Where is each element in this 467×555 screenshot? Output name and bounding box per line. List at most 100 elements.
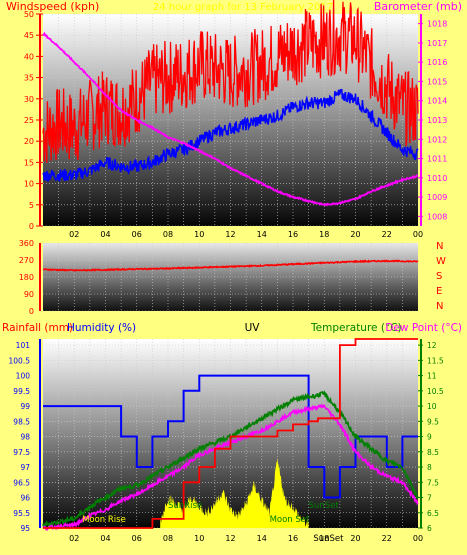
annotation-label: SunSet — [313, 534, 344, 544]
wind-gust-line — [42, 0, 419, 163]
y-tick-label-left: 5 — [29, 201, 34, 210]
y-tick-label-right: 1018 — [427, 20, 447, 29]
x-tick-label: 14 — [257, 230, 267, 239]
y-tick-label-left: 95.5 — [13, 509, 30, 518]
y-tick-label-left: 35 — [24, 74, 34, 83]
x-tick-label: 06 — [132, 534, 142, 543]
annotation-label: SunSet — [309, 501, 340, 511]
x-tick-label: 22 — [382, 534, 392, 543]
wind-avg-line — [42, 88, 419, 182]
y-tick-label-right: 1009 — [427, 193, 447, 202]
y-tick-label-right: 1010 — [427, 174, 447, 183]
y-tick-label-left: 96 — [20, 494, 30, 503]
y-tick-label-left: 97 — [20, 463, 30, 472]
x-tick-label: 00 — [413, 534, 423, 543]
x-tick-label: 02 — [69, 534, 79, 543]
x-tick-label: 12 — [225, 534, 235, 543]
y-tick-label-left: 100 — [16, 372, 31, 381]
humidity-line — [43, 374, 418, 499]
y-tick-label-right: 1015 — [427, 77, 447, 86]
annotation-label: Moon Set — [270, 515, 310, 525]
wind-title: Windspeed (kph) — [6, 0, 99, 13]
y-tick-label-left: 360 — [19, 239, 34, 248]
y-tick-label-left: 40 — [24, 52, 34, 61]
x-tick-label: 14 — [257, 534, 267, 543]
y-tick-label-left: 20 — [24, 137, 34, 146]
x-tick-label: 08 — [163, 230, 173, 239]
y-tick-label-right: 1014 — [427, 97, 447, 106]
y-tick-label-right: 10 — [427, 402, 437, 411]
y-tick-label-left: 99 — [20, 402, 30, 411]
y-tick-label-right: 12 — [427, 341, 437, 350]
y-tick-label-left: 96.5 — [13, 478, 30, 487]
wind-direction-line — [42, 259, 419, 273]
compass-label: E — [436, 286, 442, 297]
x-tick-label: 06 — [132, 230, 142, 239]
compass-label: N — [436, 301, 443, 312]
y-tick-label-right: 8 — [427, 463, 432, 472]
rainfall-title: Rainfall (mm) — [2, 322, 73, 334]
y-tick-label-left: 50 — [24, 10, 34, 19]
y-tick-label-left: 101 — [16, 341, 31, 350]
x-tick-label: 02 — [69, 230, 79, 239]
y-tick-label-left: 98.5 — [13, 417, 30, 426]
x-tick-label: 16 — [288, 230, 298, 239]
x-tick-label: 00 — [413, 230, 423, 239]
x-tick-label: 20 — [350, 534, 360, 543]
compass-label: S — [436, 271, 442, 282]
x-tick-label: 12 — [225, 230, 235, 239]
y-tick-label-right: 11.5 — [427, 356, 444, 365]
barometer-title: Barometer (mb) — [374, 0, 462, 13]
temperature-title: Temperature (°C) — [310, 322, 402, 334]
y-tick-label-right: 8.5 — [427, 448, 439, 457]
y-tick-label-left: 45 — [24, 31, 34, 40]
annotation-label: Moon Rise — [82, 515, 126, 525]
y-tick-label-left: 270 — [19, 256, 34, 265]
y-tick-label-right: 1012 — [427, 135, 447, 144]
y-tick-label-right: 1008 — [427, 212, 447, 221]
y-tick-label-right: 9 — [427, 433, 432, 442]
y-tick-label-right: 1017 — [427, 39, 447, 48]
y-tick-label-left: 0 — [29, 222, 34, 231]
y-tick-label-right: 1013 — [427, 116, 447, 125]
x-tick-label: 10 — [194, 534, 204, 543]
y-tick-label-left: 97.5 — [13, 448, 30, 457]
y-tick-label-right: 6.5 — [427, 509, 439, 518]
y-tick-label-left: 98 — [20, 433, 30, 442]
y-tick-label-left: 15 — [24, 158, 34, 167]
y-tick-label-right: 11 — [427, 372, 437, 381]
humidity-title: Humidity (%) — [67, 322, 136, 334]
uv-area — [160, 458, 309, 528]
y-tick-label-right: 9.5 — [427, 417, 439, 426]
x-tick-label: 04 — [100, 230, 110, 239]
x-tick-label: 18 — [319, 230, 329, 239]
y-tick-label-right: 7 — [427, 494, 432, 503]
y-tick-label-left: 25 — [24, 116, 34, 125]
y-tick-label-left: 10 — [24, 180, 34, 189]
uv-title: UV — [245, 322, 261, 334]
y-tick-label-left: 100.5 — [9, 356, 31, 365]
y-tick-label-right: 1011 — [427, 155, 447, 164]
x-tick-label: 08 — [163, 534, 173, 543]
x-tick-label: 16 — [288, 534, 298, 543]
y-tick-label-left: 95 — [20, 524, 30, 533]
y-tick-label-left: 90 — [24, 290, 34, 299]
compass-label: N — [436, 241, 443, 252]
x-tick-label: 22 — [382, 230, 392, 239]
y-tick-label-left: 180 — [19, 273, 34, 282]
y-tick-label-right: 1016 — [427, 58, 447, 67]
date-title: 24 hour graph for 13 February 2017 — [153, 2, 333, 13]
rainfall-line — [43, 338, 418, 529]
x-tick-label: 10 — [194, 230, 204, 239]
x-tick-label: 20 — [350, 230, 360, 239]
y-tick-label-left: 99.5 — [13, 387, 30, 396]
y-tick-label-right: 6 — [427, 524, 432, 533]
y-tick-label-left: 0 — [29, 307, 34, 316]
x-tick-label: 18 — [319, 534, 329, 543]
compass-label: W — [436, 256, 446, 267]
y-tick-label-right: 7.5 — [427, 478, 439, 487]
x-tick-label: 04 — [100, 534, 110, 543]
y-tick-label-right: 10.5 — [427, 387, 444, 396]
barometer-line — [42, 31, 419, 207]
